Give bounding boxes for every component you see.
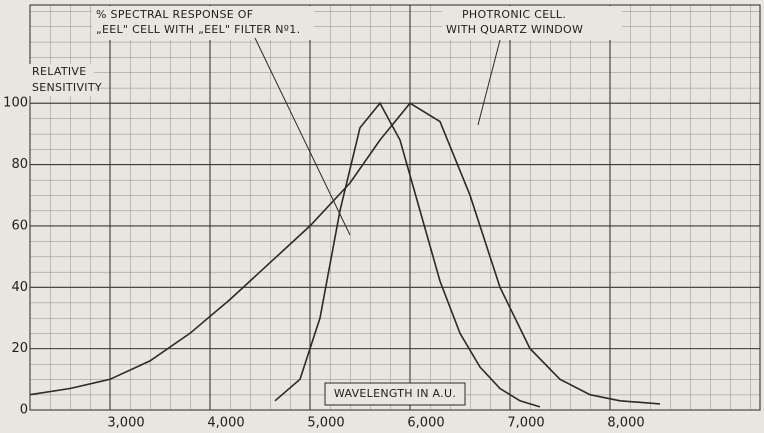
y-label: SENSITIVITY <box>32 81 102 94</box>
annotation-box <box>442 6 622 40</box>
x-tick-label: 5,000 <box>307 416 344 431</box>
y-tick-label: 0 <box>20 403 28 418</box>
y-tick-label: 40 <box>11 280 28 295</box>
y-tick-label: 60 <box>11 218 28 233</box>
x-label-box <box>324 382 466 406</box>
y-tick-label: 80 <box>11 157 28 172</box>
curve <box>29 102 661 405</box>
annotation-arrow <box>254 37 351 236</box>
annotation: PHOTRONIC CELL. <box>462 8 566 21</box>
x-tick-label: 7,000 <box>507 416 544 431</box>
annotation: „EEL" CELL WITH „EEL" FILTER Nº1. <box>96 23 300 36</box>
x-tick-label: 3,000 <box>107 416 144 431</box>
y-tick-label: 100 <box>3 96 28 111</box>
annotation-box <box>92 6 314 40</box>
x-tick-label: 4,000 <box>207 416 244 431</box>
x-label: WAVELENGTH IN A.U. <box>334 387 456 400</box>
y-label-box <box>28 64 94 96</box>
x-tick-label: 8,000 <box>607 416 644 431</box>
x-tick-label: 6,000 <box>407 416 444 431</box>
minor-grid <box>30 5 760 410</box>
curve <box>274 101 541 408</box>
annotation-arrow <box>477 39 501 126</box>
annotation: WITH QUARTZ WINDOW <box>446 23 583 36</box>
y-tick-label: 20 <box>11 341 28 356</box>
annotation: % SPECTRAL RESPONSE OF <box>96 8 253 21</box>
y-label: RELATIVE <box>32 65 86 78</box>
